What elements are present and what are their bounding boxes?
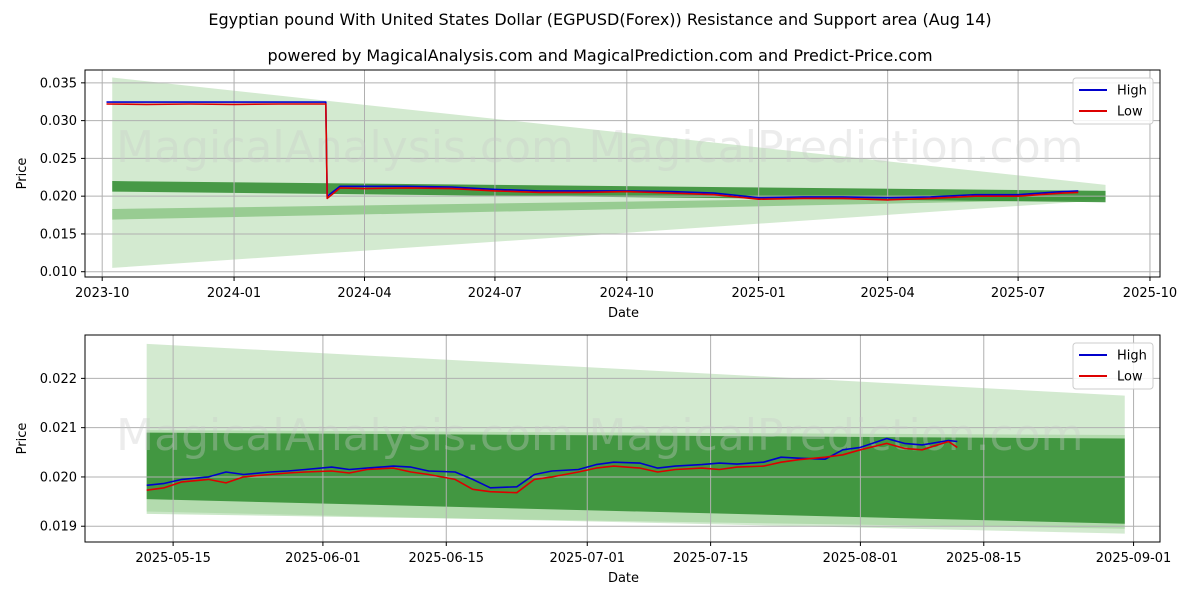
x-tick-label: 2025-09-01 <box>1096 551 1172 566</box>
watermark-prediction: MagicalPrediction.com <box>589 410 1084 461</box>
x-tick-label: 2025-07 <box>991 286 1045 301</box>
x-axis-label: Date <box>608 306 639 321</box>
x-tick-label: 2024-07 <box>468 286 522 301</box>
high-series-line <box>106 101 1079 199</box>
x-tick-label: 2024-04 <box>337 286 391 301</box>
x-tick-label: 2023-10 <box>75 286 129 301</box>
y-tick-label: 0.022 <box>40 372 77 387</box>
x-tick-label: 2025-10 <box>1123 286 1177 301</box>
series-group <box>106 101 1079 201</box>
x-tick-label: 2025-08-01 <box>823 551 899 566</box>
legend-label: High <box>1117 84 1147 99</box>
x-tick-label: 2024-10 <box>600 286 654 301</box>
legend-label: High <box>1117 349 1147 364</box>
axes-frame <box>84 69 1161 278</box>
x-tick-label: 2025-06-01 <box>285 551 361 566</box>
y-axis-label: Price <box>15 158 30 190</box>
y-tick-label: 0.035 <box>40 76 77 91</box>
x-tick-label: 2025-08-15 <box>946 551 1022 566</box>
series-group <box>146 437 958 494</box>
bottom-chart: 2025-05-15 2025-06-01 2025-06-15 2025-07-01… <box>15 334 1172 586</box>
chart-title: Egyptian pound With United States Dollar… <box>208 10 992 29</box>
top-chart: 2023-10 2024-01 2024-04 2024-07 2024-10 2025-… <box>15 69 1177 321</box>
y-axis-label: Price <box>15 423 30 455</box>
x-axis-label: Date <box>608 571 639 586</box>
support-resistance-band <box>112 77 1106 268</box>
x-tick-label: 2025-05-15 <box>135 551 211 566</box>
y-tick-label: 0.021 <box>40 421 77 436</box>
y-tick-label: 0.025 <box>40 152 77 167</box>
y-tick-label: 0.015 <box>40 227 77 242</box>
y-tick-label: 0.020 <box>40 470 77 485</box>
legend-label: Low <box>1117 105 1143 120</box>
x-tick-label: 2025-06-15 <box>408 551 484 566</box>
y-tick-label: 0.019 <box>40 520 77 535</box>
axes-frame <box>84 334 1161 543</box>
low-series-line <box>146 440 958 494</box>
y-tick-label: 0.010 <box>40 265 77 280</box>
y-tick-label: 0.030 <box>40 114 77 129</box>
x-tick-label: 2025-04 <box>861 286 915 301</box>
x-tick-label: 2025-07-01 <box>549 551 625 566</box>
support-resistance-band <box>112 194 1106 220</box>
chart-subtitle: powered by MagicalAnalysis.com and Magic… <box>267 46 933 65</box>
y-tick-label: 0.020 <box>40 190 77 205</box>
legend-label: Low <box>1117 370 1143 385</box>
watermark-prediction: MagicalPrediction.com <box>589 122 1084 173</box>
low-series-line <box>106 103 1079 201</box>
support-resistance-band <box>146 432 1125 524</box>
watermark-analysis: MagicalAnalysis.com <box>116 122 574 173</box>
x-tick-label: 2025-01 <box>732 286 786 301</box>
x-tick-label: 2025-07-15 <box>673 551 749 566</box>
watermark-analysis: MagicalAnalysis.com <box>116 410 574 461</box>
band-group <box>146 343 1125 534</box>
x-tick-label: 2024-01 <box>207 286 261 301</box>
